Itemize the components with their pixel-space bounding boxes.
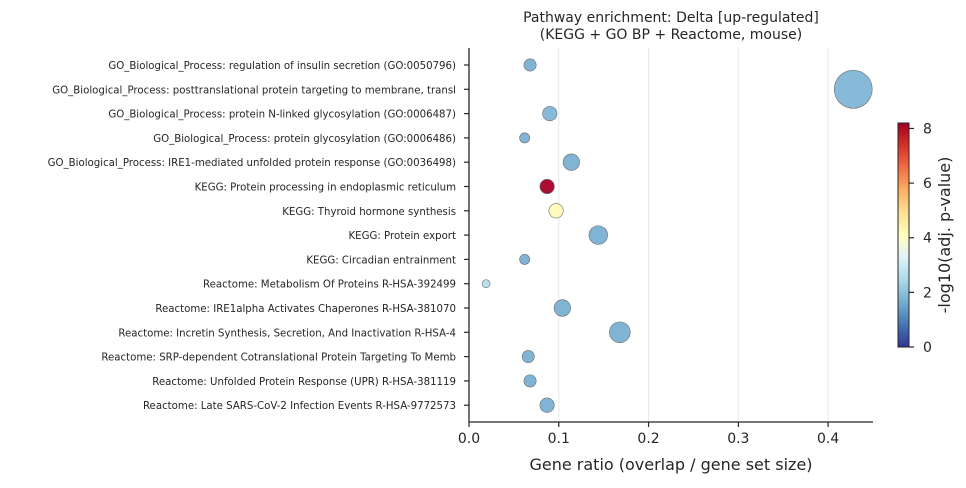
x-ticks: 0.0 0.1 0.2 0.3 0.4	[458, 422, 839, 447]
y-tick-labels: GO_Biological_Process: regulation of ins…	[48, 61, 469, 412]
data-point	[553, 299, 571, 317]
data-point	[542, 106, 558, 122]
colorbar-gradient	[897, 122, 910, 348]
data-point	[609, 321, 631, 344]
x-tick-label: 0.2	[637, 431, 659, 447]
y-tick-label: GO_Biological_Process: protein N-linked …	[108, 110, 456, 121]
data-point	[521, 350, 535, 364]
colorbar-tick-label: 8	[923, 121, 932, 137]
data-point	[519, 254, 531, 265]
axes	[468, 48, 873, 423]
x-tick-label: 0.1	[548, 431, 570, 447]
colorbar-ticks: 0 2 4 6 8	[909, 121, 932, 356]
y-tick-label: KEGG: Circadian entrainment	[306, 255, 456, 266]
x-axis-label: Gene ratio (overlap / gene set size)	[529, 455, 812, 474]
data-point	[562, 153, 580, 171]
y-tick-label: KEGG: Thyroid hormone synthesis	[282, 207, 456, 218]
colorbar-label: -log10(adj. p-value)	[935, 157, 954, 314]
y-tick-label: GO_Biological_Process: regulation of ins…	[108, 61, 456, 72]
chart-title: Pathway enrichment: Delta [up-regulated]	[523, 10, 819, 26]
data-points	[481, 58, 873, 413]
y-tick-label: Reactome: Incretin Synthesis, Secretion,…	[118, 328, 456, 339]
x-tick-label: 0.4	[817, 431, 839, 447]
data-point	[539, 178, 555, 195]
colorbar-tick-label: 6	[923, 176, 932, 192]
y-tick-label: KEGG: Protein processing in endoplasmic …	[195, 183, 456, 194]
data-point	[481, 279, 491, 289]
grid-lines	[558, 48, 829, 422]
data-point	[588, 225, 608, 245]
y-tick-label: Reactome: Late SARS-CoV-2 Infection Even…	[143, 401, 456, 412]
data-point	[523, 58, 537, 72]
colorbar: 0 2 4 6 8 -log10(adj. p-value)	[897, 121, 954, 356]
y-tick-label: Reactome: Unfolded Protein Response (UPR…	[152, 377, 456, 388]
chart-subtitle: (KEGG + GO BP + Reactome, mouse)	[540, 27, 802, 43]
colorbar-tick-label: 4	[923, 231, 932, 247]
y-tick-label: GO_Biological_Process: posttranslational…	[52, 85, 456, 96]
data-point	[523, 374, 537, 388]
y-tick-label: KEGG: Protein export	[348, 231, 456, 242]
y-tick-label: Reactome: SRP-dependent Cotranslational …	[101, 353, 456, 364]
data-point	[833, 70, 873, 109]
data-point	[519, 132, 531, 144]
y-tick-label: Reactome: IRE1alpha Activates Chaperones…	[155, 304, 456, 315]
x-tick-label: 0.0	[458, 431, 480, 447]
x-tick-label: 0.3	[727, 431, 749, 447]
data-point	[548, 203, 564, 219]
y-tick-label: Reactome: Metabolism Of Proteins R-HSA-3…	[203, 280, 456, 291]
colorbar-tick-label: 2	[923, 285, 932, 301]
y-tick-label: GO_Biological_Process: IRE1-mediated unf…	[48, 158, 456, 169]
data-point	[539, 397, 555, 413]
colorbar-tick-label: 0	[923, 340, 932, 356]
y-tick-label: GO_Biological_Process: protein glycosyla…	[153, 134, 456, 145]
